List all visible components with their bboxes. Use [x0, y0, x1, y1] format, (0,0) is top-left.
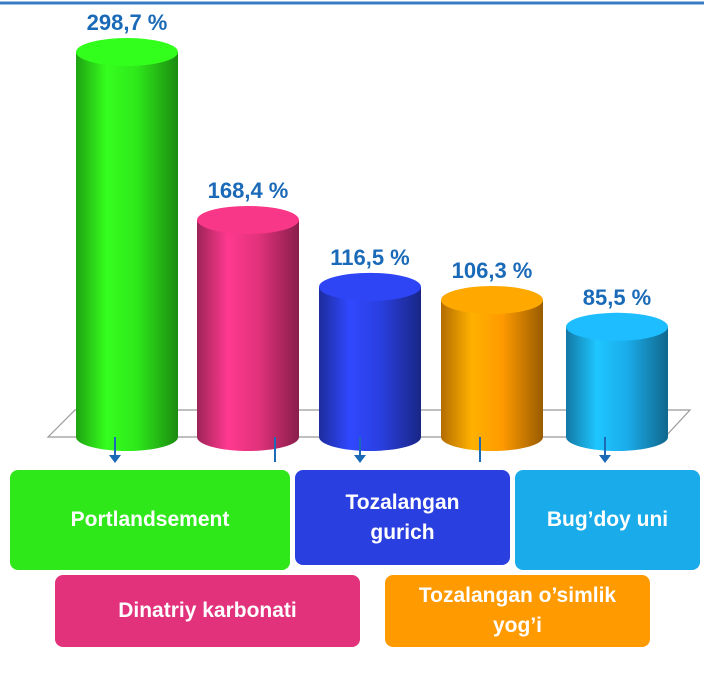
cylinder-top [76, 38, 178, 66]
cylinder [319, 286, 421, 451]
value-label: 85,5 % [583, 285, 652, 310]
cylinder [566, 326, 668, 451]
value-label: 106,3 % [452, 258, 533, 283]
category-label: Bug’doy uni [515, 470, 700, 570]
pointer-head [109, 455, 121, 463]
cylinder [197, 219, 299, 451]
cylinder [76, 52, 178, 451]
cylinder-top [566, 312, 668, 341]
value-label: 298,7 % [87, 10, 168, 35]
pointer-head [599, 455, 611, 463]
category-label: Tozalangan o’simlik yog’i [385, 575, 650, 647]
category-label: Tozalangan gurich [295, 470, 510, 565]
cylinder-top [441, 285, 543, 314]
value-label: 116,5 % [330, 245, 410, 270]
value-label: 168,4 % [208, 178, 289, 203]
cylinder [441, 299, 543, 451]
pointer-head [354, 455, 366, 463]
category-label: Dinatriy karbonati [55, 575, 360, 647]
cylinder-top [197, 205, 299, 234]
cylinder-top [319, 272, 421, 301]
category-label: Portlandsement [10, 470, 290, 570]
